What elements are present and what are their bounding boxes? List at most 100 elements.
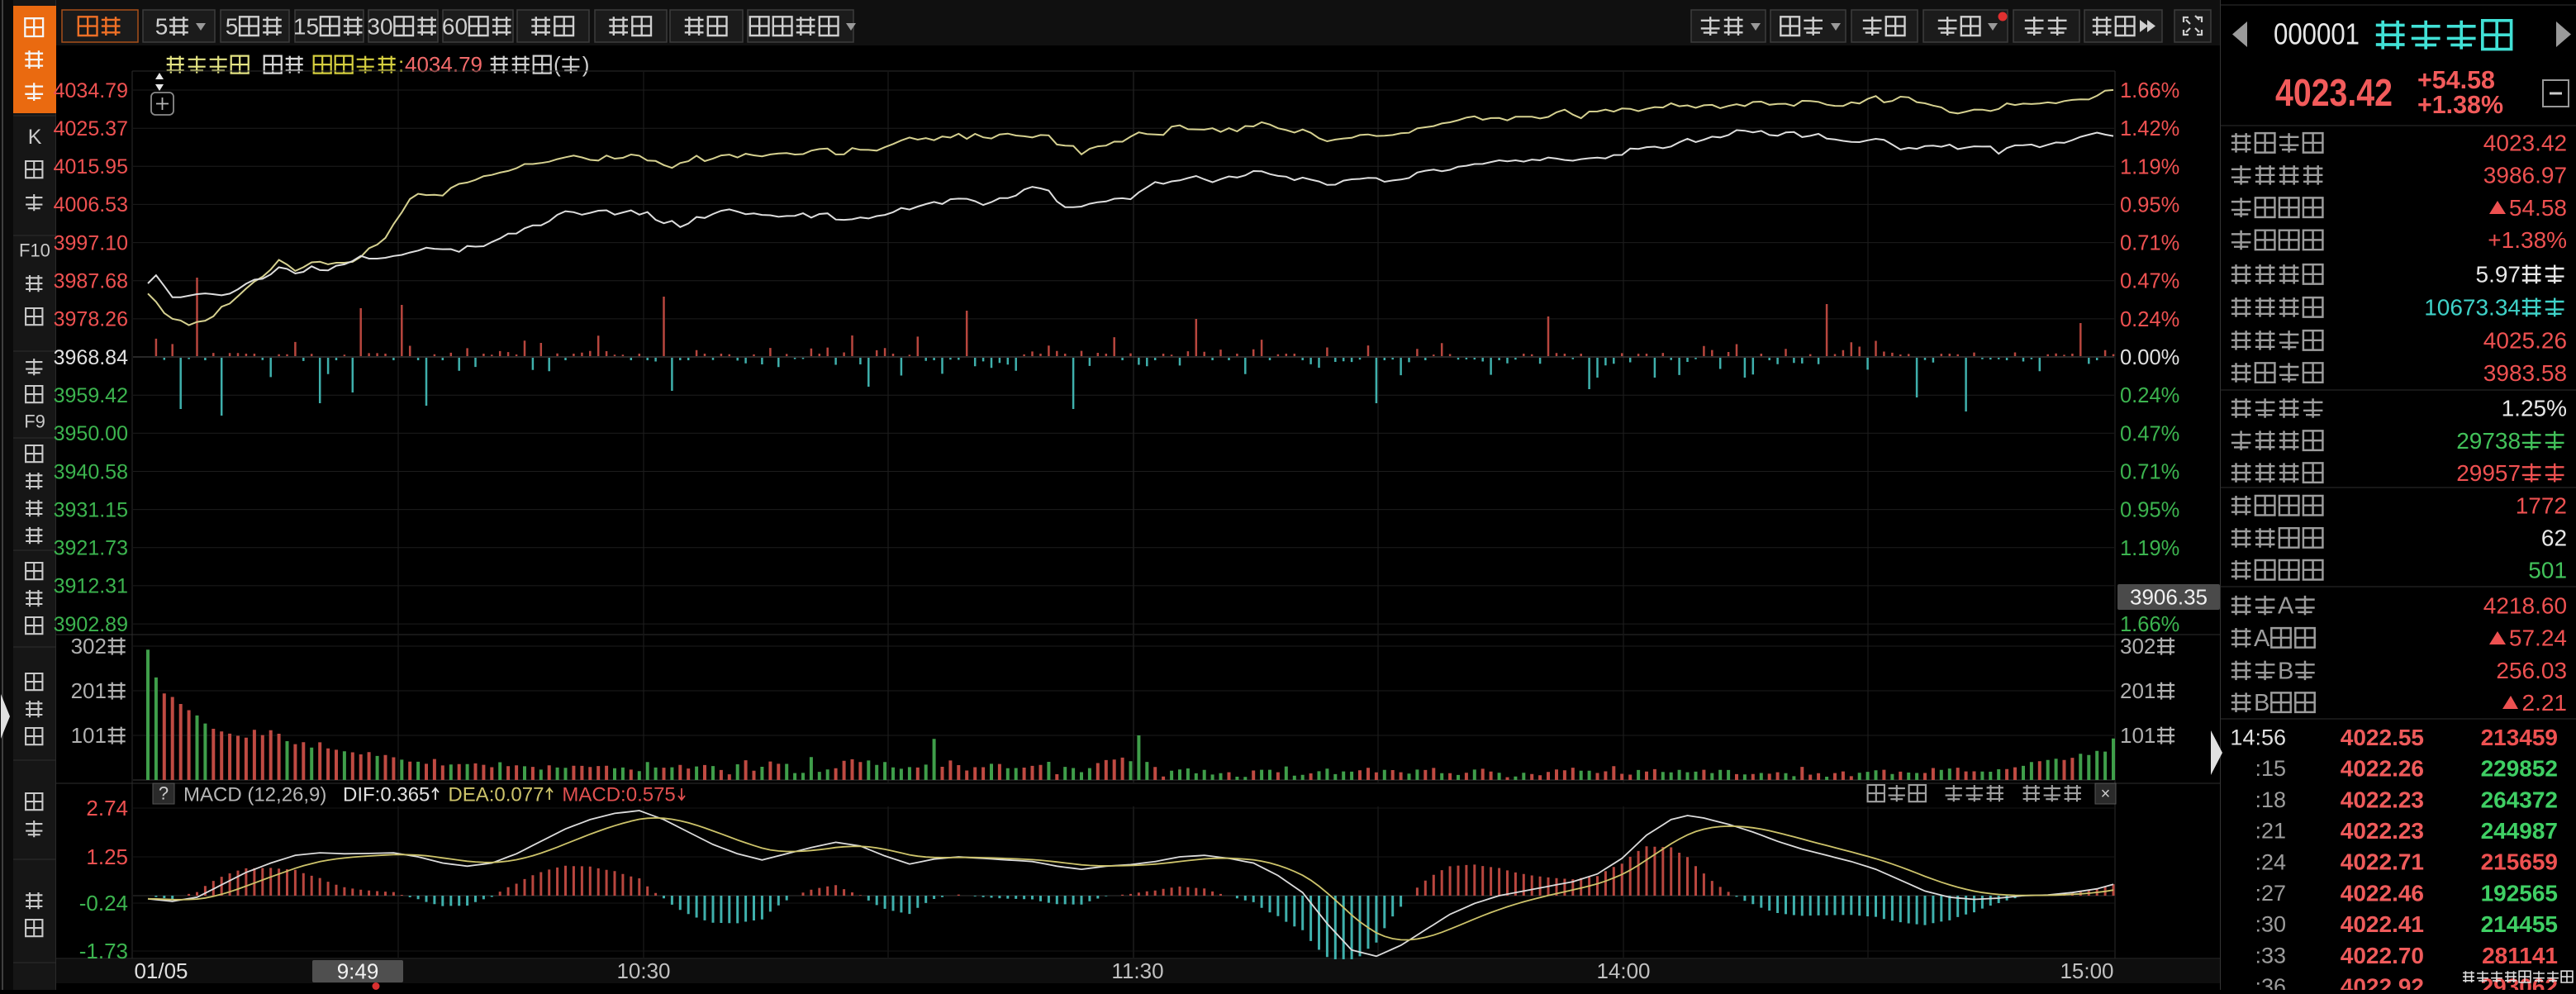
- svg-text:30: 30: [367, 13, 392, 39]
- svg-text:(: (: [554, 52, 561, 77]
- svg-text::18: :18: [2255, 787, 2286, 812]
- svg-text:1.66%: 1.66%: [2120, 613, 2179, 636]
- svg-text:+1.38%: +1.38%: [2417, 90, 2503, 119]
- svg-text::: :: [398, 52, 404, 77]
- svg-text:2.21: 2.21: [2522, 690, 2568, 716]
- svg-text:1772: 1772: [2516, 493, 2567, 519]
- svg-text:4023.42: 4023.42: [2483, 131, 2567, 156]
- svg-text:201: 201: [71, 678, 107, 703]
- svg-text:1.66%: 1.66%: [2120, 79, 2179, 102]
- svg-text:302: 302: [71, 634, 107, 659]
- svg-text:0.71%: 0.71%: [2120, 461, 2179, 484]
- svg-text:11:30: 11:30: [1111, 958, 1163, 983]
- svg-text:101: 101: [2120, 723, 2155, 748]
- svg-text:9:49: 9:49: [337, 959, 379, 984]
- svg-text:4022.46: 4022.46: [2341, 880, 2424, 906]
- svg-text:F10: F10: [19, 240, 50, 261]
- svg-text:5: 5: [226, 13, 239, 39]
- svg-text:4034.79: 4034.79: [54, 79, 128, 102]
- svg-text:244987: 244987: [2481, 818, 2558, 844]
- svg-text:281141: 281141: [2482, 943, 2558, 968]
- svg-text:3902.89: 3902.89: [54, 613, 128, 636]
- svg-text:57.24: 57.24: [2509, 625, 2567, 651]
- svg-text:264372: 264372: [2481, 787, 2558, 812]
- svg-text:0.24%: 0.24%: [2120, 384, 2179, 407]
- svg-text:MACD (12,26,9): MACD (12,26,9): [183, 783, 326, 806]
- svg-text:B: B: [2254, 690, 2269, 716]
- svg-text:MACD:0.575: MACD:0.575: [562, 783, 675, 806]
- svg-text:+54.58: +54.58: [2417, 65, 2495, 94]
- svg-text:3931.15: 3931.15: [54, 498, 128, 521]
- svg-text:2.74: 2.74: [86, 796, 128, 820]
- svg-text:3940.58: 3940.58: [54, 460, 128, 483]
- svg-text:4022.23: 4022.23: [2341, 787, 2424, 812]
- svg-text:15: 15: [293, 13, 319, 39]
- svg-text:4023.42: 4023.42: [2275, 71, 2393, 114]
- svg-text:201: 201: [2120, 678, 2155, 703]
- svg-text:0.95%: 0.95%: [2120, 193, 2179, 216]
- svg-text:60: 60: [442, 13, 468, 39]
- svg-text:1.25%: 1.25%: [2502, 396, 2567, 421]
- svg-text:3912.31: 3912.31: [54, 575, 128, 598]
- svg-text:101: 101: [71, 723, 107, 748]
- svg-text:192565: 192565: [2481, 880, 2558, 906]
- svg-text::27: :27: [2255, 881, 2286, 906]
- svg-text:62: 62: [2541, 526, 2567, 551]
- svg-text:3950.00: 3950.00: [54, 422, 128, 445]
- svg-text:4025.37: 4025.37: [54, 117, 128, 140]
- svg-text::24: :24: [2255, 849, 2286, 874]
- svg-text:4022.23: 4022.23: [2341, 818, 2424, 844]
- svg-text:3986.97: 3986.97: [2483, 163, 2567, 188]
- svg-text:+1.38%: +1.38%: [2488, 227, 2567, 253]
- svg-text:4022.26: 4022.26: [2341, 756, 2424, 782]
- svg-text::33: :33: [2255, 943, 2286, 968]
- svg-text:1.19%: 1.19%: [2120, 155, 2179, 178]
- svg-text:1.25: 1.25: [86, 844, 128, 869]
- svg-text:501: 501: [2528, 558, 2567, 583]
- svg-text:3987.68: 3987.68: [54, 270, 128, 293]
- svg-text:A: A: [2278, 593, 2294, 620]
- svg-text:214455: 214455: [2481, 911, 2558, 937]
- svg-text:DEA:0.077: DEA:0.077: [448, 783, 544, 806]
- svg-text:3921.73: 3921.73: [54, 537, 128, 560]
- svg-text:4006.53: 4006.53: [54, 193, 128, 216]
- svg-text:29957: 29957: [2456, 460, 2521, 486]
- svg-text:302: 302: [2120, 634, 2155, 659]
- svg-text:000001: 000001: [2274, 17, 2360, 51]
- svg-text:4022.70: 4022.70: [2341, 943, 2424, 968]
- svg-text:5: 5: [155, 13, 169, 39]
- svg-text:F9: F9: [24, 411, 45, 432]
- svg-text:5.97: 5.97: [2476, 262, 2521, 288]
- svg-text:229852: 229852: [2481, 756, 2558, 782]
- svg-text:10:30: 10:30: [616, 958, 670, 983]
- svg-text:4025.26: 4025.26: [2483, 328, 2567, 354]
- svg-text:3983.58: 3983.58: [2483, 360, 2567, 386]
- svg-text:14:56: 14:56: [2230, 725, 2286, 750]
- svg-text:54.58: 54.58: [2509, 195, 2567, 221]
- svg-text:-0.24: -0.24: [79, 891, 128, 916]
- svg-text:213459: 213459: [2481, 725, 2558, 750]
- svg-text::36: :36: [2255, 974, 2286, 990]
- svg-text:0.95%: 0.95%: [2120, 499, 2179, 522]
- svg-text:0.47%: 0.47%: [2120, 422, 2179, 445]
- svg-text:0.71%: 0.71%: [2120, 232, 2179, 255]
- svg-text:0.47%: 0.47%: [2120, 270, 2179, 293]
- svg-text:4022.71: 4022.71: [2341, 849, 2424, 875]
- svg-text:K: K: [28, 126, 42, 149]
- svg-text:3959.42: 3959.42: [54, 384, 128, 407]
- svg-text:3978.26: 3978.26: [54, 308, 128, 331]
- svg-text:215659: 215659: [2481, 849, 2558, 875]
- svg-text:A: A: [2254, 625, 2270, 652]
- svg-text::30: :30: [2255, 912, 2286, 937]
- svg-text:4022.92: 4022.92: [2341, 974, 2424, 991]
- svg-text:DIF:0.365: DIF:0.365: [343, 783, 430, 806]
- svg-text:3997.10: 3997.10: [54, 231, 128, 254]
- svg-text:1.19%: 1.19%: [2120, 537, 2179, 560]
- svg-text:0.00%: 0.00%: [2120, 346, 2179, 369]
- svg-text:4218.60: 4218.60: [2483, 592, 2567, 618]
- svg-text:4034.79: 4034.79: [405, 52, 482, 77]
- svg-text::15: :15: [2255, 756, 2286, 781]
- svg-text:): ): [582, 52, 590, 77]
- svg-text:01/05: 01/05: [134, 958, 188, 983]
- svg-text:14:00: 14:00: [1596, 958, 1650, 983]
